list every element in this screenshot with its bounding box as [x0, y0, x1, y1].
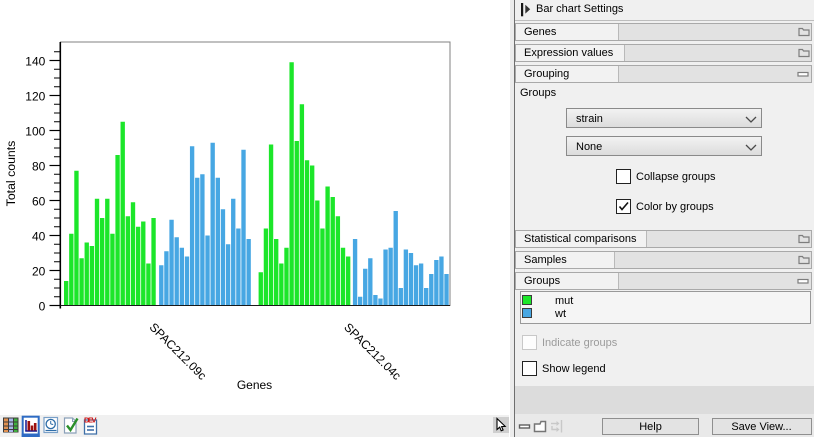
svg-text:40: 40	[32, 230, 46, 244]
svg-text:Genes: Genes	[237, 378, 272, 392]
svg-text:140: 140	[25, 55, 45, 69]
svg-text:DEV: DEV	[84, 416, 97, 425]
svg-text:120: 120	[25, 90, 45, 104]
svg-text:SPAC212.04c: SPAC212.04c	[341, 320, 404, 383]
svg-text:Total counts: Total counts	[4, 141, 18, 207]
svg-text:100: 100	[25, 125, 45, 139]
svg-text:80: 80	[32, 160, 46, 174]
svg-text:60: 60	[32, 195, 46, 209]
svg-text:20: 20	[32, 265, 46, 279]
svg-text:0: 0	[39, 300, 46, 314]
svg-text:SPAC212.09c: SPAC212.09c	[147, 320, 210, 383]
